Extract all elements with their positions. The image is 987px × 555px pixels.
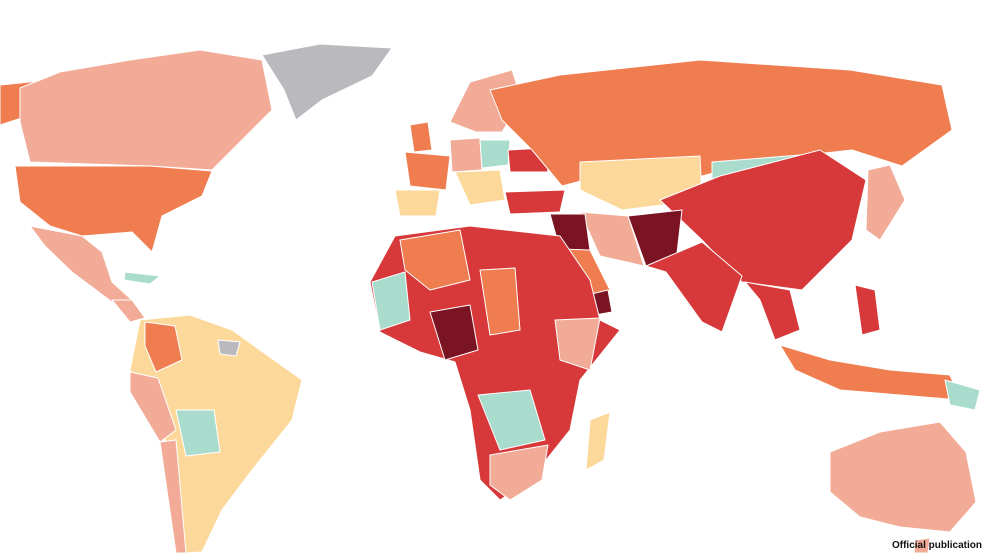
caption: Official publication: [892, 540, 982, 551]
algeria: [399, 229, 471, 291]
tasmania: [913, 537, 931, 554]
uk: [409, 121, 433, 153]
kenya: [554, 317, 601, 371]
europe: [394, 69, 566, 217]
usa: [14, 165, 213, 253]
guiana: [217, 339, 241, 357]
central-america: [111, 299, 146, 323]
colombia: [144, 321, 183, 373]
south-america: [129, 314, 303, 554]
germany: [449, 137, 483, 173]
turkey: [504, 189, 566, 215]
bolivia: [175, 409, 221, 457]
france: [404, 151, 451, 191]
iran: [579, 211, 645, 267]
madagascar: [585, 411, 611, 471]
chile: [159, 439, 187, 554]
caribbean: [123, 271, 161, 285]
nigeria: [429, 304, 479, 361]
mauritania: [371, 271, 411, 331]
chad: [479, 267, 521, 336]
papua: [944, 379, 981, 411]
canada: [19, 49, 273, 171]
poland: [479, 139, 511, 169]
india: [645, 241, 743, 333]
philippines: [854, 284, 881, 336]
south-africa: [489, 444, 549, 501]
australia: [829, 421, 977, 533]
north-america: [0, 43, 393, 323]
peru: [129, 371, 177, 443]
balkans: [454, 169, 506, 206]
russia: [489, 59, 953, 187]
angola-zambia: [477, 389, 546, 451]
africa: [369, 225, 621, 501]
japan: [865, 164, 906, 241]
spain: [394, 189, 441, 217]
southeast-asia: [744, 281, 801, 341]
greenland: [261, 43, 393, 121]
